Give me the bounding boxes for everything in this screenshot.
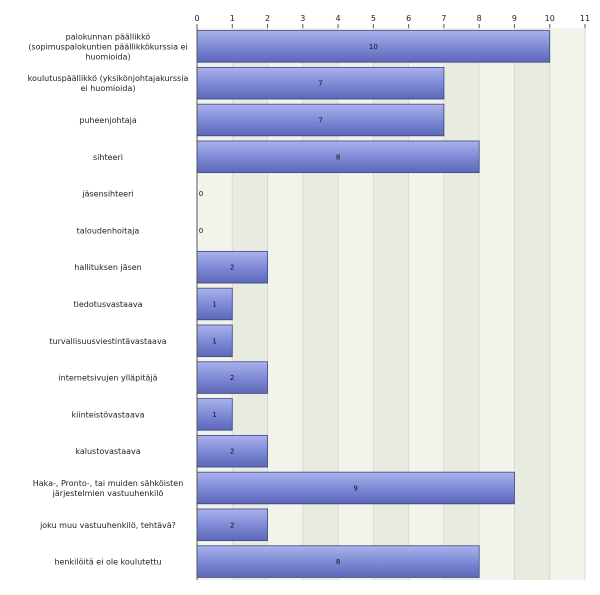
- x-tick-label: 0: [194, 14, 199, 23]
- x-tick-label: 2: [265, 14, 270, 23]
- value-label: 0: [199, 190, 203, 198]
- bars: 10 7 7 8 0 0 2 1 1 2 1 2 9 2 8: [196, 30, 551, 578]
- plot-band: [514, 28, 550, 580]
- value-label: 7: [318, 117, 322, 125]
- x-axis-ticks: 0 1 2 3 4 5 6 7 8 9 10 11: [194, 14, 590, 28]
- x-tick-label: 8: [477, 14, 482, 23]
- bar: [196, 434, 268, 468]
- bar: [196, 545, 480, 578]
- category-label: Haka-, Pronto-, tai muiden sähköisten jär…: [33, 479, 184, 498]
- category-label-line: huomioida): [85, 52, 130, 61]
- category-label-line: jäsensihteeri: [81, 190, 133, 199]
- category-label: hallituksen jäsen: [74, 263, 141, 272]
- value-label: 2: [230, 448, 234, 456]
- category-label-line: kiinteistövastaava: [71, 410, 144, 419]
- value-label: 2: [230, 374, 234, 382]
- value-label: 1: [212, 337, 216, 345]
- bar: [196, 398, 233, 431]
- bar: [196, 30, 551, 63]
- bar: [196, 66, 445, 100]
- category-label-line: järjestelmien vastuuhenkilö: [52, 489, 164, 498]
- bar: [196, 324, 233, 358]
- x-tick-label: 3: [300, 14, 305, 23]
- category-label: sihteeri: [93, 153, 123, 162]
- x-tick-label: 4: [336, 14, 341, 23]
- category-label: koulutuspäällikkö (yksikönjohtajakurssia…: [28, 74, 189, 93]
- category-label-line: joku muu vastuuhenkilö, tehtävä?: [39, 521, 176, 530]
- value-label: 1: [212, 411, 216, 419]
- x-tick-label: 9: [512, 14, 517, 23]
- category-label-line: puheenjohtaja: [79, 116, 137, 125]
- x-tick-label: 10: [545, 14, 555, 23]
- category-labels: palokunnan päällikkö (sopimuspalokuntien …: [28, 32, 189, 566]
- category-label-line: Haka-, Pronto-, tai muiden sähköisten: [33, 479, 184, 488]
- category-label: henkilöitä ei ole koulutettu: [54, 558, 161, 567]
- category-label: puheenjohtaja: [79, 116, 137, 125]
- x-tick-label: 5: [371, 14, 376, 23]
- category-label-line: koulutuspäällikkö (yksikönjohtajakurssia: [28, 74, 189, 83]
- category-label: palokunnan päällikkö (sopimuspalokuntien …: [28, 32, 187, 61]
- bar: [196, 103, 445, 137]
- category-label: taloudenhoitaja: [77, 226, 140, 235]
- value-label: 8: [336, 153, 340, 161]
- x-tick-label: 1: [230, 14, 235, 23]
- category-label-line: (sopimuspalokuntien päällikkökurssia ei: [28, 42, 187, 51]
- x-tick-label: 11: [580, 14, 590, 23]
- bar: [196, 250, 268, 284]
- value-label: 0: [199, 227, 203, 235]
- category-label: turvallisuusviestintävastaava: [49, 337, 166, 346]
- bar: [196, 287, 233, 321]
- category-label-line: taloudenhoitaja: [77, 226, 140, 235]
- x-tick-label: 6: [406, 14, 411, 23]
- category-label: kalustovastaava: [75, 447, 140, 456]
- category-label-line: henkilöitä ei ole koulutettu: [54, 558, 161, 567]
- category-label-line: palokunnan päällikkö: [66, 32, 151, 41]
- value-label: 2: [230, 264, 234, 272]
- bar: [196, 361, 268, 394]
- value-label: 9: [353, 485, 357, 493]
- bar: [196, 508, 268, 542]
- category-label-line: turvallisuusviestintävastaava: [49, 337, 166, 346]
- value-label: 1: [212, 301, 216, 309]
- category-label-line: ei huomioida): [81, 84, 136, 93]
- category-label-line: internetsivujen ylläpitäjä: [58, 374, 157, 383]
- bar: [196, 140, 480, 174]
- x-tick-label: 7: [441, 14, 446, 23]
- value-label: 10: [369, 43, 378, 51]
- category-label: joku muu vastuuhenkilö, tehtävä?: [39, 521, 176, 530]
- value-label: 7: [318, 80, 322, 88]
- category-label: tiedotusvastaava: [73, 300, 142, 309]
- category-label-line: hallituksen jäsen: [74, 263, 141, 272]
- category-label: internetsivujen ylläpitäjä: [58, 374, 157, 383]
- value-label: 2: [230, 521, 234, 529]
- category-label: kiinteistövastaava: [71, 410, 144, 419]
- category-label-line: kalustovastaava: [75, 447, 140, 456]
- category-label: jäsensihteeri: [81, 190, 133, 199]
- value-label: 8: [336, 558, 340, 566]
- bar: [196, 471, 515, 505]
- category-label-line: sihteeri: [93, 153, 123, 162]
- category-label-line: tiedotusvastaava: [73, 300, 142, 309]
